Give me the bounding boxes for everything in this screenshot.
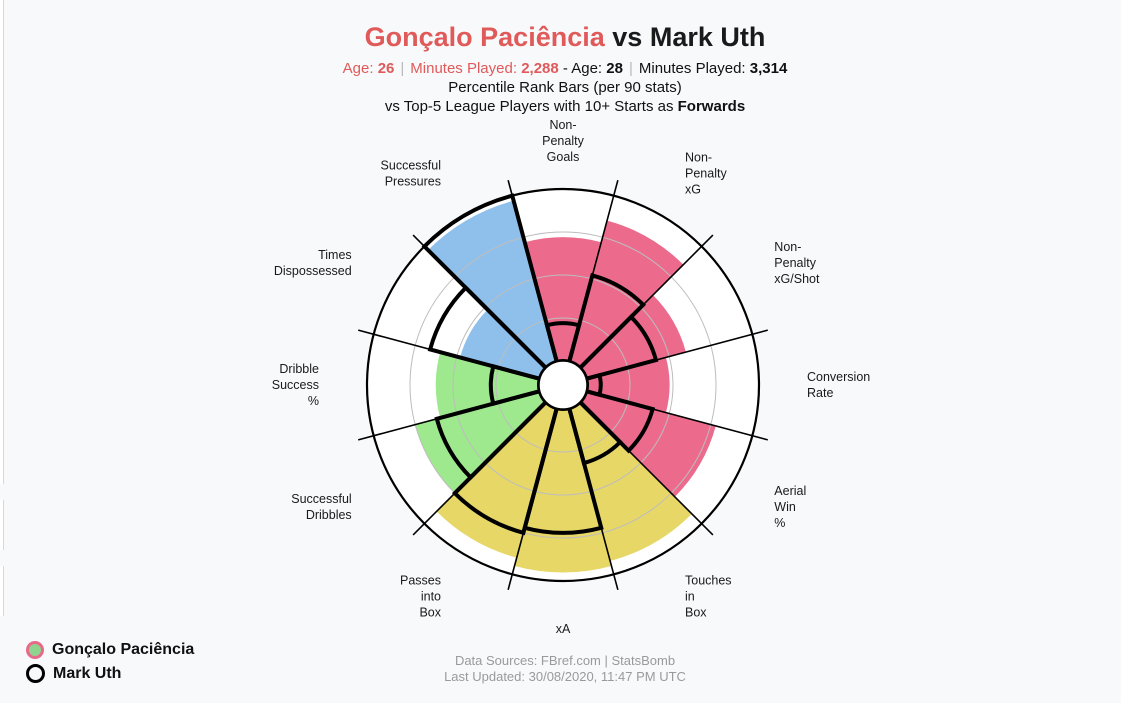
- legend-player2: Mark Uth: [26, 664, 121, 683]
- p2-age-label: - Age:: [562, 60, 603, 77]
- subtitle-prefix: vs Top-5 League Players with 10+ Starts …: [384, 98, 674, 115]
- player2-name: Mark Uth: [649, 22, 766, 52]
- left-panel-edge: [0, 0, 4, 484]
- legend-player2-label: Mark Uth: [53, 664, 122, 682]
- subtitle-line1: Percentile Rank Bars (per 90 stats): [448, 79, 682, 96]
- p1-minutes-label: Minutes Played:: [410, 60, 518, 77]
- metric-label: Non-Penalty xG/Shot: [774, 240, 820, 286]
- metric-label: Successful Dribbles: [291, 492, 351, 522]
- separator: |: [400, 60, 405, 77]
- player-meta: Age: 26 | Minutes Played: 2,288 - Age: 28 |…: [0, 60, 1121, 77]
- left-panel-edge: [0, 500, 4, 550]
- p2-minutes: 3,314: [749, 60, 788, 77]
- metric-label: Non-Penalty Goals: [542, 118, 584, 164]
- legend-player2-marker: [26, 664, 45, 683]
- bar-player1: [524, 237, 602, 362]
- footer-updated: Last Updated: 30/08/2020, 11:47 PM UTC: [444, 669, 686, 684]
- subtitle-position: Forwards: [677, 98, 746, 115]
- p2-age: 28: [606, 60, 623, 77]
- separator: |: [628, 60, 633, 77]
- outer-ring: [365, 187, 761, 583]
- p1-minutes: 2,288: [521, 60, 559, 77]
- metric-label: Non-Penalty xG: [685, 151, 727, 197]
- chart-title: Gonçalo Paciência vs Mark Uth: [0, 22, 1121, 53]
- metric-label: Dribble Success%: [272, 362, 319, 408]
- player1-name: Gonçalo Paciência: [364, 22, 605, 52]
- legend-player1: Gonçalo Paciência: [26, 641, 194, 659]
- bar-player1: [579, 295, 686, 379]
- left-panel-edge: [0, 566, 4, 616]
- metric-label: Aerial Win%: [774, 484, 806, 530]
- p2-minutes-label: Minutes Played:: [638, 60, 746, 77]
- metric-label: Times Dispossessed: [274, 248, 352, 278]
- metric-label: Touches in Box: [685, 573, 732, 619]
- footer-sources: Data Sources: FBref.com | StatsBomb: [454, 653, 676, 668]
- legend-player1-label: Gonçalo Paciência: [52, 641, 195, 658]
- p1-age-label: Age:: [342, 60, 374, 77]
- metric-label: Conversion Rate: [807, 370, 870, 400]
- metric-label: Passes into Box: [400, 573, 442, 619]
- vs-text: vs: [612, 22, 643, 52]
- center-hole: [538, 360, 588, 410]
- bar-player1: [586, 357, 670, 413]
- gridline-ring: [452, 274, 674, 496]
- bar-player1: [435, 352, 540, 418]
- metric-label: Successful Pressures: [381, 159, 441, 189]
- gridline-ring: [495, 317, 631, 453]
- metric-label: xA: [556, 622, 571, 636]
- gridline-ring: [409, 231, 717, 539]
- p1-age: 26: [377, 60, 395, 77]
- subtitle-line2: vs Top-5 League Players with 10+ Starts …: [0, 98, 1121, 115]
- legend-player1-marker: [26, 641, 44, 659]
